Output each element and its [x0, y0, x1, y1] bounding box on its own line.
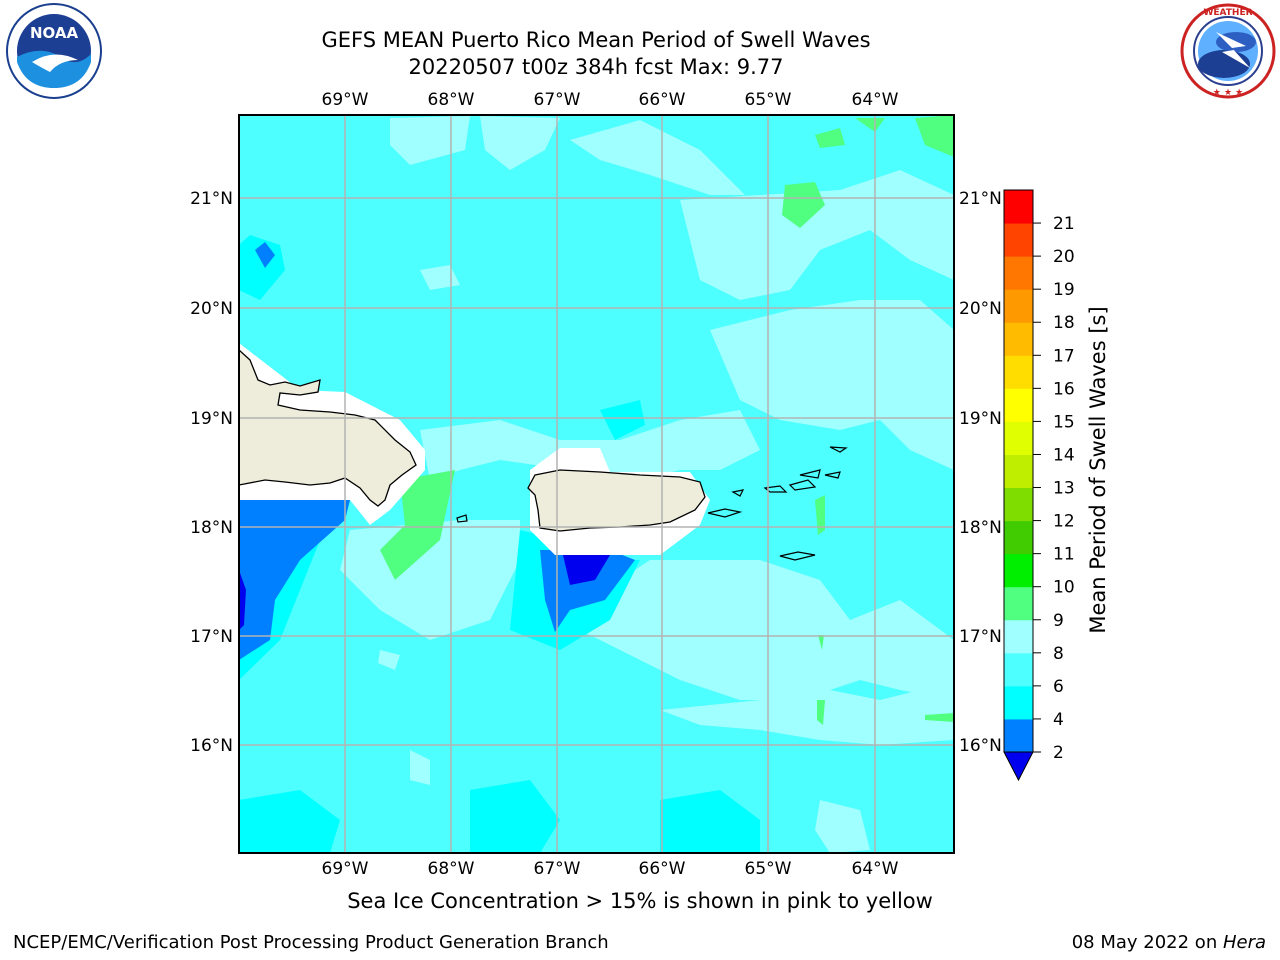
sea-ice-note: Sea Ice Concentration > 15% is shown in … — [347, 889, 933, 913]
colorbar-frame — [1003, 189, 1034, 753]
colorbar-tick-label: 12 — [1053, 512, 1075, 532]
colorbar-tick-label: 21 — [1053, 214, 1075, 234]
lat-label: 19°N — [959, 409, 1002, 429]
nws-logo: WEATHER ★ ★ ★ — [1180, 3, 1276, 99]
lon-label: 64°W — [852, 90, 899, 110]
lat-label: 19°N — [190, 409, 233, 429]
lat-label: 18°N — [190, 518, 233, 538]
lon-label: 69°W — [322, 90, 369, 110]
lon-label: 68°W — [428, 90, 475, 110]
lat-label: 16°N — [190, 736, 233, 756]
colorbar-segment — [1004, 652, 1033, 687]
colorbar-tick-label: 18 — [1053, 313, 1075, 333]
chart-subtitle: 20220507 t00z 384h fcst Max: 9.77 — [408, 55, 784, 79]
colorbar-segment — [1004, 619, 1033, 654]
colorbar-segment — [1004, 685, 1033, 720]
map-frame — [238, 114, 955, 854]
lat-label: 17°N — [190, 627, 233, 647]
colorbar-segment — [1004, 520, 1033, 555]
colorbar-tick-label: 19 — [1053, 280, 1075, 300]
colorbar-tick-label: 2 — [1053, 743, 1064, 763]
colorbar-tick-label: 20 — [1053, 247, 1075, 267]
colorbar-tick-label: 13 — [1053, 479, 1075, 499]
colorbar-segment — [1004, 322, 1033, 356]
colorbar-segment — [1004, 289, 1033, 323]
lon-label: 65°W — [745, 859, 792, 879]
colorbar-segment — [1004, 256, 1033, 290]
lat-label: 18°N — [959, 518, 1002, 538]
lon-label: 66°W — [639, 859, 686, 879]
lon-label: 68°W — [428, 859, 475, 879]
colorbar-segment — [1004, 454, 1033, 489]
footer-date-text: 08 May 2022 on — [1071, 932, 1223, 953]
colorbar-tick-label: 15 — [1053, 412, 1075, 432]
lat-labels-right: 21°N 20°N 19°N 18°N 17°N 16°N — [959, 189, 1002, 756]
map-panel — [239, 115, 954, 853]
colorbar-tick-label: 17 — [1053, 346, 1075, 366]
footer-host: Hera — [1222, 932, 1266, 953]
lat-label: 21°N — [190, 189, 233, 209]
colorbar-segment — [1004, 487, 1033, 522]
colorbar-segment — [1004, 421, 1033, 455]
colorbar-label: Mean Period of Swell Waves [s] — [1086, 306, 1110, 633]
colorbar-segment — [1004, 553, 1033, 588]
noaa-logo-text: NOAA — [30, 24, 79, 42]
lon-label: 67°W — [534, 90, 581, 110]
lon-label: 69°W — [322, 859, 369, 879]
lon-labels-top: 69°W 68°W 67°W 66°W 65°W 64°W — [322, 90, 899, 110]
colorbar-tick-label: 6 — [1053, 677, 1064, 697]
colorbar-tick-label: 4 — [1053, 710, 1064, 730]
colorbar-tick-label: 16 — [1053, 379, 1075, 399]
colorbar-tick-label: 10 — [1053, 578, 1075, 598]
lon-label: 64°W — [852, 859, 899, 879]
colorbar-tick-label: 8 — [1053, 644, 1064, 664]
colorbar-segment — [1004, 586, 1033, 621]
swell-2-4-regions — [239, 242, 635, 660]
noaa-logo: NOAA — [6, 3, 102, 99]
colorbar-segment — [1004, 718, 1033, 753]
swell-8-9-regions — [340, 116, 954, 853]
colorbar-segment — [1004, 190, 1033, 224]
colorbar-tick-label: 11 — [1053, 545, 1075, 565]
colorbar: 2 4 6 8 9 10 11 12 13 14 15 16 17 18 19 20 21 — [1003, 189, 1075, 782]
lat-labels-left: 21°N 20°N 19°N 18°N 17°N 16°N — [190, 189, 233, 756]
lat-label: 17°N — [959, 627, 1002, 647]
svg-text:WEATHER: WEATHER — [1203, 8, 1252, 18]
footer-date: 08 May 2022 on Hera — [1072, 932, 1266, 953]
lat-label: 20°N — [190, 299, 233, 319]
lon-label: 66°W — [639, 90, 686, 110]
puerto-rico-land — [527, 469, 706, 532]
svg-text:★ ★ ★: ★ ★ ★ — [1213, 88, 1243, 98]
lon-label: 65°W — [745, 90, 792, 110]
lat-label: 21°N — [959, 189, 1002, 209]
colorbar-tick-label: 9 — [1053, 611, 1064, 631]
footer-credit: NCEP/EMC/Verification Post Processing Pr… — [13, 932, 609, 953]
colorbar-tick-label: 14 — [1053, 445, 1075, 465]
hispaniola-land — [239, 349, 417, 507]
colorbar-segment — [1004, 388, 1033, 422]
swell-9-10-regions — [380, 115, 954, 725]
chart-title: GEFS MEAN Puerto Rico Mean Period of Swe… — [321, 28, 871, 52]
colorbar-segment — [1004, 223, 1033, 257]
lat-label: 20°N — [959, 299, 1002, 319]
swell-below-2-regions — [239, 555, 610, 630]
lon-label: 67°W — [534, 859, 581, 879]
colorbar-segment — [1004, 355, 1033, 389]
map-gridlines — [239, 115, 954, 853]
lon-labels-bottom: 69°W 68°W 67°W 66°W 65°W 64°W — [322, 859, 899, 879]
lat-label: 16°N — [959, 736, 1002, 756]
colorbar-under-arrow — [1003, 751, 1034, 782]
